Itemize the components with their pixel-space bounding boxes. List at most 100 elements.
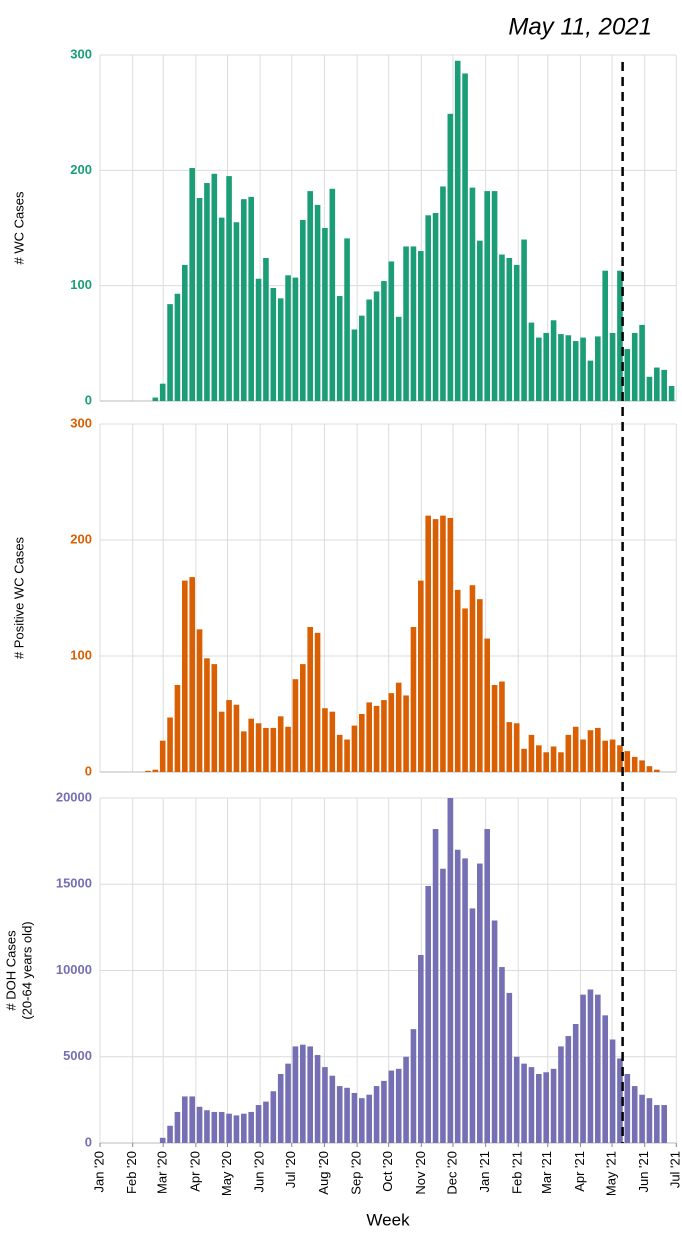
bar bbox=[241, 1113, 247, 1143]
y-tick-label: 0 bbox=[85, 763, 92, 778]
x-tick-label: Mar '20 bbox=[155, 1151, 170, 1194]
bar bbox=[528, 1067, 535, 1143]
bar bbox=[528, 734, 535, 772]
bar bbox=[558, 1046, 564, 1143]
bar bbox=[292, 679, 299, 772]
bar bbox=[314, 632, 321, 772]
bar bbox=[609, 1039, 616, 1143]
bar bbox=[314, 1055, 321, 1143]
x-tick-label: Jul '20 bbox=[283, 1151, 298, 1188]
bar bbox=[609, 332, 616, 401]
bar bbox=[454, 849, 461, 1143]
x-tick-label: Sep '20 bbox=[349, 1151, 364, 1195]
bar bbox=[580, 739, 586, 772]
bar bbox=[639, 324, 645, 401]
bar bbox=[491, 191, 498, 401]
bar bbox=[403, 246, 409, 401]
bar bbox=[580, 994, 586, 1143]
bar bbox=[211, 173, 218, 401]
bar bbox=[344, 238, 350, 401]
bar bbox=[285, 275, 291, 401]
bar bbox=[631, 756, 638, 772]
bar bbox=[167, 1125, 173, 1143]
bar bbox=[418, 954, 424, 1143]
bar bbox=[366, 1094, 372, 1143]
bar bbox=[440, 868, 446, 1143]
bar bbox=[654, 1105, 660, 1143]
bar bbox=[587, 360, 594, 401]
x-tick-label: Dec '20 bbox=[444, 1151, 459, 1195]
bar bbox=[226, 700, 232, 772]
bar bbox=[521, 748, 527, 772]
x-tick-label: May '20 bbox=[219, 1151, 234, 1196]
bar bbox=[543, 752, 549, 772]
bar bbox=[204, 658, 210, 772]
bar bbox=[226, 1113, 232, 1143]
bar bbox=[469, 187, 476, 401]
bar bbox=[300, 1044, 306, 1143]
bar bbox=[307, 1046, 313, 1143]
bar bbox=[624, 751, 631, 772]
bar bbox=[307, 191, 313, 401]
bar bbox=[388, 1070, 395, 1143]
bar bbox=[499, 254, 505, 401]
bar bbox=[270, 727, 277, 772]
bar bbox=[211, 1111, 218, 1143]
bar bbox=[322, 228, 328, 401]
bar bbox=[388, 261, 395, 401]
bar bbox=[602, 1015, 608, 1143]
bar bbox=[558, 752, 564, 772]
bar bbox=[255, 278, 262, 401]
bar bbox=[145, 770, 151, 772]
bar bbox=[285, 1063, 291, 1143]
bar bbox=[159, 383, 166, 401]
bar bbox=[477, 863, 483, 1143]
bar bbox=[314, 204, 321, 401]
y-axis-label: # WC Cases bbox=[11, 191, 26, 264]
bar bbox=[565, 734, 572, 772]
bar bbox=[639, 1094, 645, 1143]
bar bbox=[484, 829, 490, 1143]
bar bbox=[440, 515, 446, 772]
bar bbox=[152, 397, 159, 401]
x-tick-label: Nov '20 bbox=[413, 1151, 428, 1195]
bar bbox=[322, 1067, 328, 1143]
bar bbox=[462, 608, 468, 772]
bar bbox=[631, 1086, 638, 1143]
bar bbox=[536, 745, 542, 772]
bar bbox=[587, 989, 594, 1143]
bar bbox=[646, 1098, 653, 1143]
bar bbox=[351, 1092, 358, 1143]
y-tick-label: 15000 bbox=[56, 876, 92, 891]
bar bbox=[454, 60, 461, 402]
bar bbox=[395, 1068, 402, 1143]
bar bbox=[565, 1036, 572, 1143]
bar bbox=[550, 746, 557, 772]
y-tick-label: 100 bbox=[70, 277, 92, 292]
bar bbox=[381, 281, 387, 401]
bar bbox=[440, 186, 446, 401]
bar bbox=[477, 599, 483, 772]
bar bbox=[204, 1110, 210, 1143]
bar bbox=[344, 1087, 350, 1143]
bar bbox=[432, 829, 439, 1143]
bar bbox=[499, 681, 505, 772]
bar bbox=[270, 1091, 277, 1143]
bar bbox=[661, 369, 667, 401]
bar bbox=[182, 1096, 188, 1143]
bar bbox=[425, 215, 431, 401]
bar bbox=[432, 519, 439, 772]
bar bbox=[410, 627, 417, 772]
bar bbox=[196, 1106, 203, 1143]
x-axis-label: Week bbox=[366, 1210, 410, 1229]
bar bbox=[174, 1111, 181, 1143]
bar bbox=[366, 702, 372, 772]
y-tick-label: 300 bbox=[70, 415, 92, 430]
bar bbox=[536, 337, 542, 401]
y-tick-label: 10000 bbox=[56, 962, 92, 977]
bar bbox=[233, 222, 240, 401]
bar bbox=[624, 349, 631, 401]
bar bbox=[447, 798, 454, 1143]
bar bbox=[432, 213, 439, 401]
